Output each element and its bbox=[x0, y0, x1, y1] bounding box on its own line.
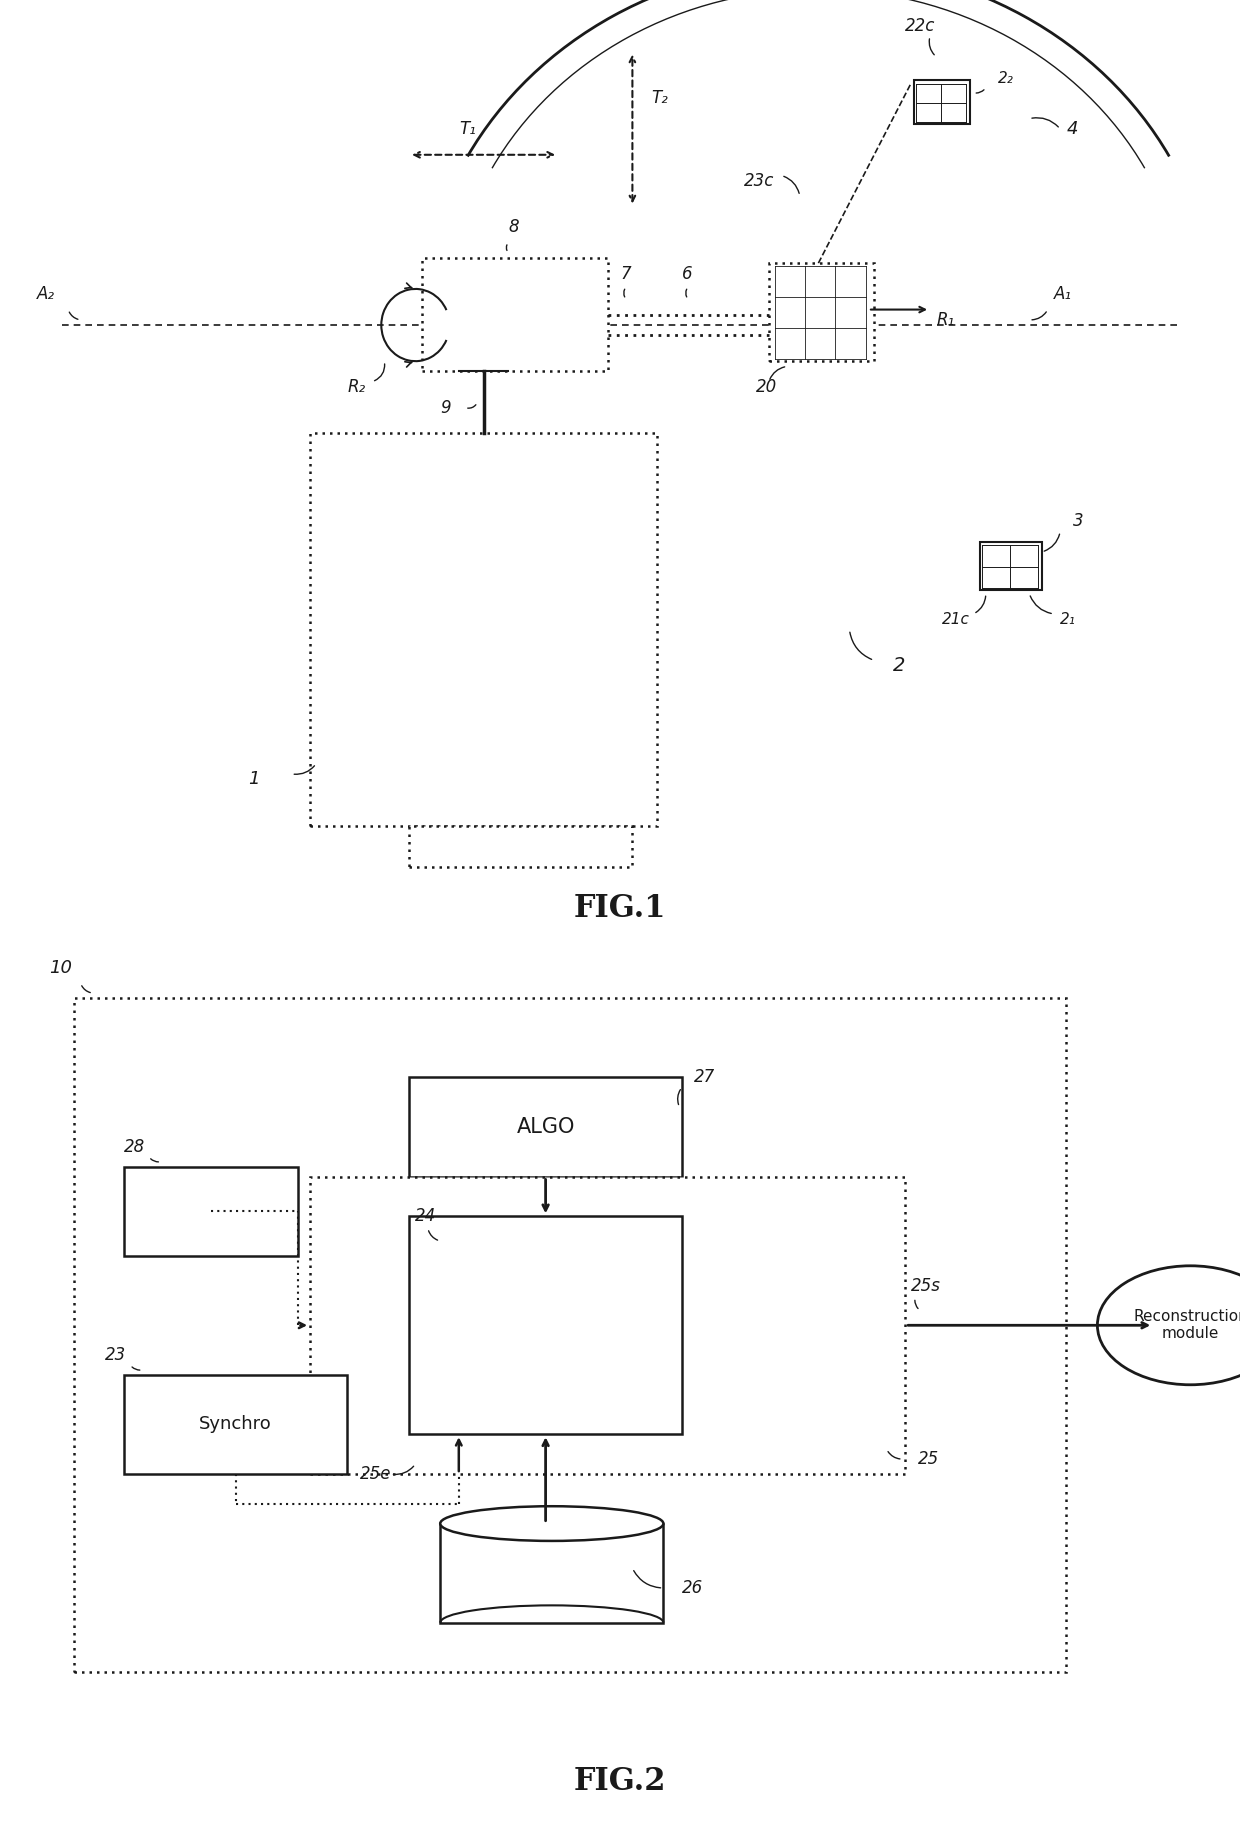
Text: 8: 8 bbox=[508, 219, 520, 237]
Bar bbox=[769, 262, 874, 361]
Text: T₁: T₁ bbox=[459, 120, 476, 138]
Text: FIG.2: FIG.2 bbox=[574, 1766, 666, 1797]
Text: R₂: R₂ bbox=[347, 379, 366, 397]
Bar bbox=[980, 543, 1042, 590]
Text: ALGO: ALGO bbox=[516, 1116, 575, 1136]
Text: 22c: 22c bbox=[905, 16, 935, 35]
Text: 7: 7 bbox=[620, 264, 631, 282]
Bar bbox=[124, 1167, 298, 1256]
Bar bbox=[310, 433, 657, 825]
Bar bbox=[310, 1176, 905, 1473]
Text: 6: 6 bbox=[682, 264, 693, 282]
Bar bbox=[124, 1375, 347, 1473]
Text: 27: 27 bbox=[694, 1069, 715, 1087]
Text: 23: 23 bbox=[105, 1346, 126, 1364]
Ellipse shape bbox=[1097, 1266, 1240, 1384]
Text: 2: 2 bbox=[893, 656, 905, 676]
Bar bbox=[74, 998, 1066, 1672]
Bar bbox=[409, 1078, 682, 1176]
Text: 28: 28 bbox=[124, 1138, 145, 1156]
Text: 9: 9 bbox=[440, 399, 451, 417]
Text: 20: 20 bbox=[756, 379, 777, 397]
Text: 25: 25 bbox=[918, 1450, 939, 1468]
Text: 1: 1 bbox=[248, 770, 259, 788]
Text: A₂: A₂ bbox=[37, 286, 56, 304]
Bar bbox=[409, 825, 632, 867]
Text: 23c: 23c bbox=[744, 171, 774, 189]
Text: 4: 4 bbox=[1066, 120, 1078, 138]
Text: 26: 26 bbox=[682, 1579, 703, 1597]
Bar bbox=[422, 259, 608, 371]
Text: 3: 3 bbox=[1073, 512, 1084, 530]
Text: 24: 24 bbox=[415, 1207, 436, 1226]
Text: 25e: 25e bbox=[360, 1464, 391, 1482]
Ellipse shape bbox=[440, 1506, 663, 1541]
Text: 25s: 25s bbox=[911, 1277, 941, 1295]
Text: 21c: 21c bbox=[942, 612, 970, 626]
Text: T₂: T₂ bbox=[651, 89, 668, 107]
Bar bbox=[440, 1524, 663, 1623]
Bar bbox=[914, 80, 970, 124]
Text: 2₁: 2₁ bbox=[1060, 612, 1076, 626]
Text: Reconstruction
module: Reconstruction module bbox=[1133, 1309, 1240, 1342]
Text: FIG.1: FIG.1 bbox=[574, 892, 666, 923]
Text: R₁: R₁ bbox=[936, 311, 955, 330]
Text: 2₂: 2₂ bbox=[998, 71, 1014, 86]
Text: A₁: A₁ bbox=[1054, 286, 1073, 304]
Bar bbox=[409, 1216, 682, 1435]
Text: 10: 10 bbox=[50, 960, 73, 978]
Text: Synchro: Synchro bbox=[200, 1415, 272, 1433]
